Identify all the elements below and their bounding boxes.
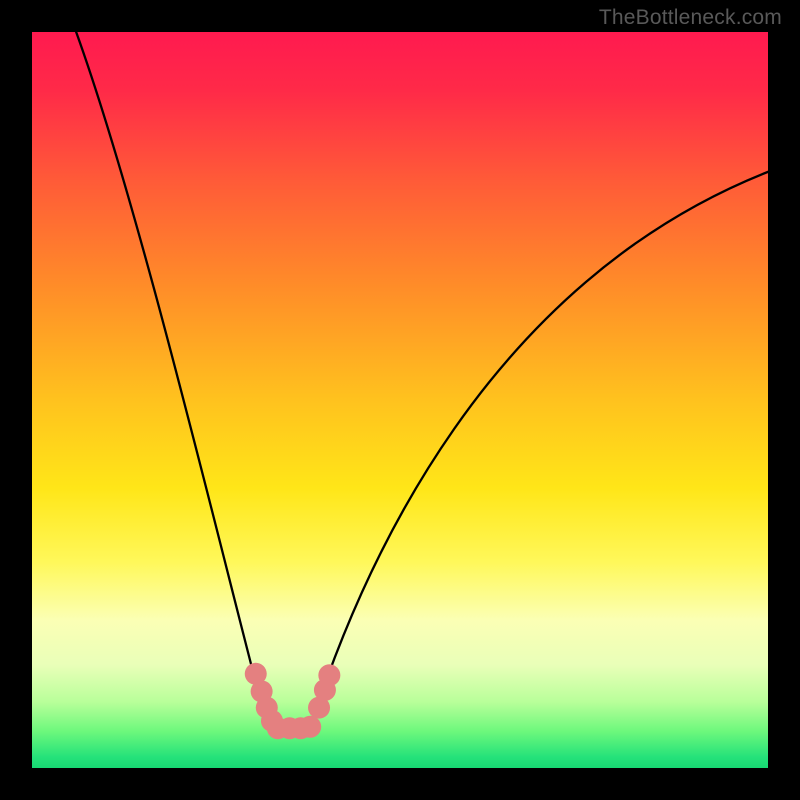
- bottleneck-curve: [76, 32, 768, 728]
- valley-markers: [245, 663, 341, 739]
- watermark-text: TheBottleneck.com: [599, 6, 782, 30]
- plot-area: [32, 32, 768, 768]
- valley-marker: [299, 716, 321, 738]
- valley-marker: [318, 664, 340, 686]
- curve-layer: [32, 32, 768, 768]
